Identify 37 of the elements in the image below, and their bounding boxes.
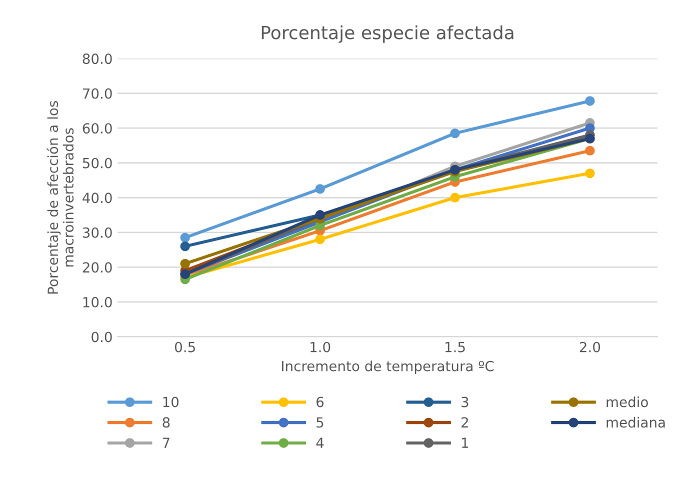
legend-label: 7 [162,438,170,448]
legend-label: 8 [162,417,170,428]
y-tick-label: 50.0 [82,158,112,168]
point [585,168,595,178]
legend-label: medio [606,396,648,408]
x-tick-label: 1.5 [445,342,465,352]
legend-label: 10 [163,396,179,408]
y-tick-label: 40.0 [82,192,112,204]
point [315,184,325,194]
point [450,128,460,138]
y-axis-title: Porcentaje de afección a los macroinvertebrados [46,101,74,294]
chart-title: Porcentaje especie afectada [262,25,514,43]
legend-label: 5 [316,417,324,428]
point [180,258,190,269]
point [180,232,190,242]
legend-label: 1 [462,438,468,448]
point [585,96,595,106]
y-tick-label: 60.0 [82,123,112,134]
legend-label: 3 [462,396,468,408]
y-tick-label: 0.0 [92,332,112,342]
y-tick-label: 30.0 [82,227,112,238]
y-tick-label: 20.0 [82,262,112,273]
legend-label: mediana [606,416,665,428]
point [450,192,460,202]
x-tick-label: 2.0 [580,342,600,352]
legend-label: 6 [316,396,324,408]
y-tick-label: 10.0 [83,296,112,308]
legend-label: 2 [462,417,468,428]
point [585,146,595,156]
x-tick-label: 0.5 [174,342,195,352]
y-tick-label: 80.0 [82,54,112,64]
y-tick-label: 70.0 [82,88,112,99]
legend-label: 4 [316,438,324,448]
x-axis-title: Incremento de temperatura ºC [282,360,494,374]
x-tick-label: 1.0 [310,342,330,352]
point [315,234,325,244]
point [180,241,190,252]
